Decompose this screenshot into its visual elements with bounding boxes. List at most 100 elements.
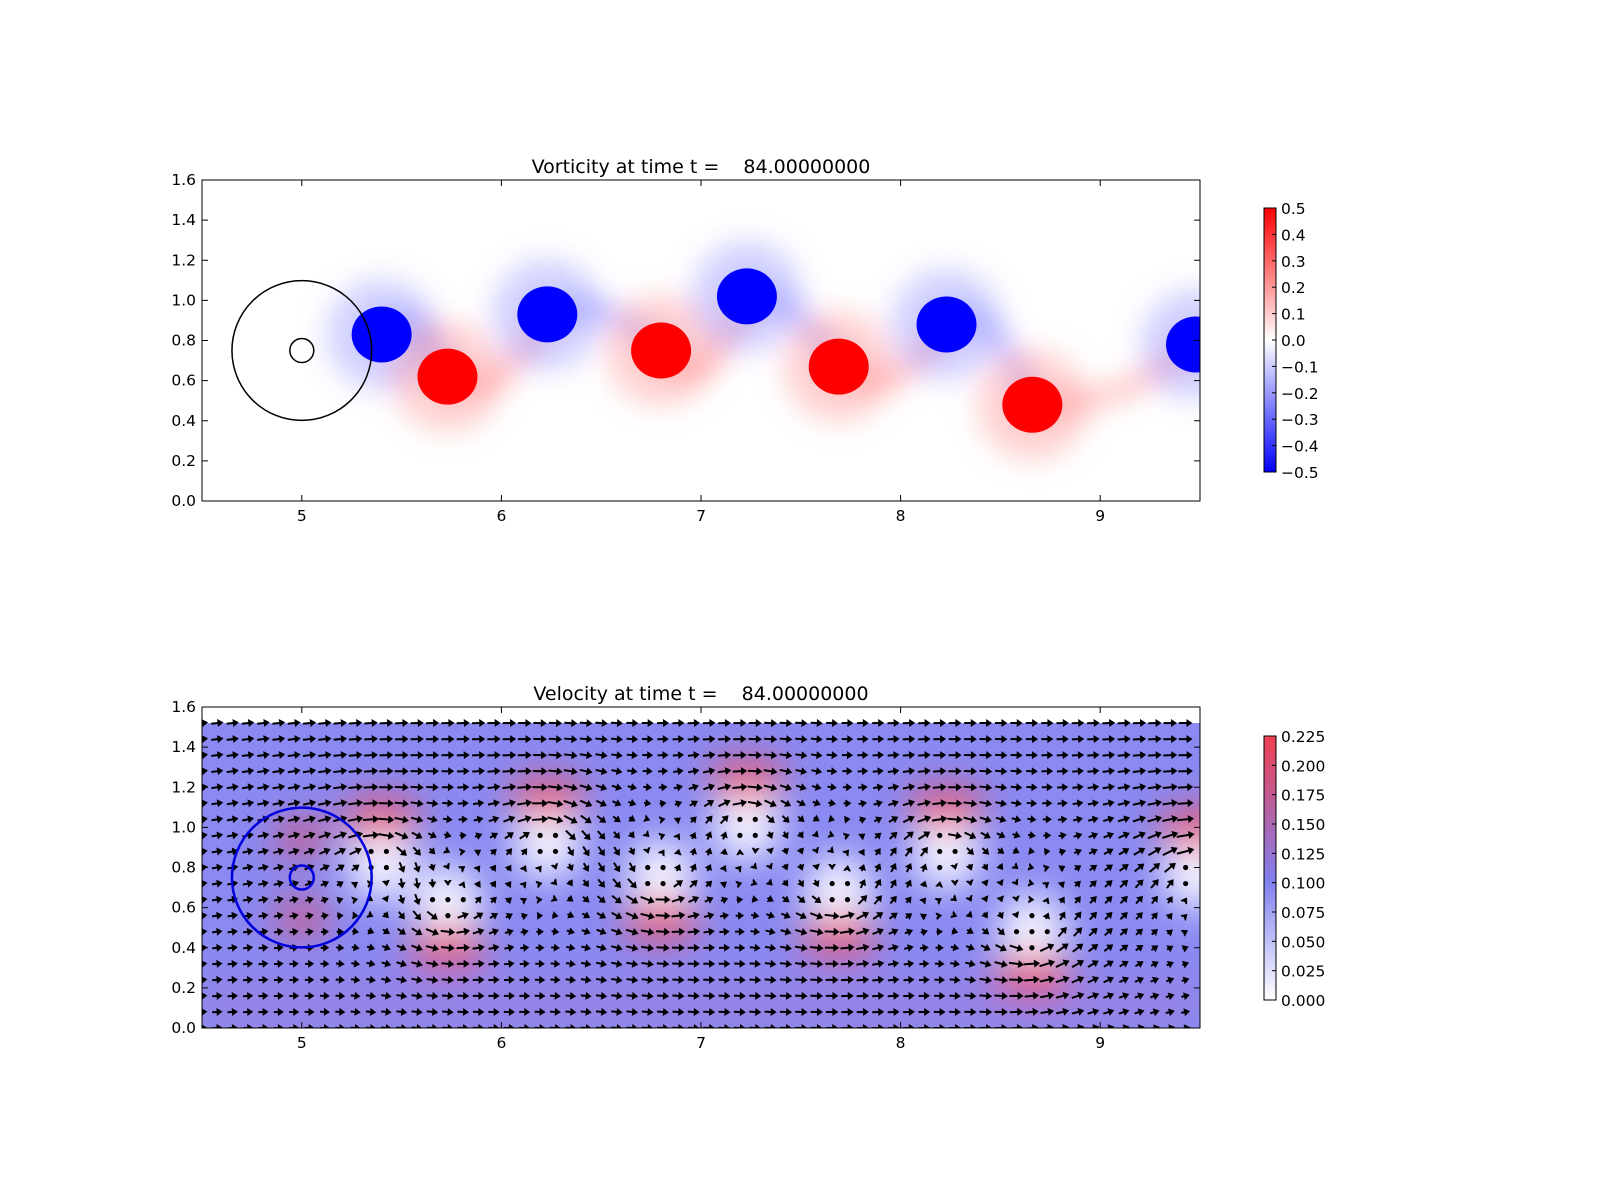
velocity-arrow bbox=[226, 767, 239, 776]
velocity-arrow bbox=[889, 895, 897, 905]
velocity-arrow bbox=[413, 862, 421, 873]
velocity-arrow bbox=[551, 927, 560, 936]
velocity-arrow bbox=[642, 830, 650, 838]
velocity-arrow bbox=[903, 991, 915, 1000]
velocity-arrow bbox=[272, 767, 286, 776]
velocity-arrow bbox=[333, 831, 347, 839]
velocity-arrow bbox=[641, 1007, 654, 1016]
velocity-arrow bbox=[994, 751, 1008, 760]
velocity-colorbar-label: 0.150 bbox=[1281, 816, 1325, 834]
velocity-arrow bbox=[534, 1007, 546, 1016]
velocity-arrow bbox=[795, 912, 807, 920]
velocity-arrow bbox=[795, 975, 808, 984]
velocity-arrow bbox=[809, 912, 824, 920]
velocity-arrow bbox=[904, 896, 912, 904]
velocity-arrow bbox=[472, 799, 485, 808]
velocity-arrow bbox=[202, 783, 208, 792]
velocity-arrow bbox=[443, 879, 452, 887]
velocity-arrow bbox=[505, 848, 513, 856]
velocity-arrow bbox=[781, 879, 789, 887]
velocity-title: Velocity at time t = 84.00000000 bbox=[533, 683, 868, 705]
velocity-arrow bbox=[563, 799, 579, 808]
velocity-arrow bbox=[795, 751, 808, 760]
velocity-arrow bbox=[1089, 911, 1098, 921]
velocity-arrow bbox=[948, 735, 962, 744]
velocity-arrow bbox=[658, 767, 669, 776]
velocity-arrow bbox=[365, 991, 377, 1000]
velocity-arrow bbox=[518, 719, 532, 728]
velocity-arrow bbox=[903, 1024, 915, 1028]
velocity-arrow bbox=[1087, 799, 1099, 808]
velocity-arrow bbox=[949, 975, 961, 984]
velocity-arrow bbox=[1132, 767, 1147, 776]
velocity-arrow bbox=[442, 815, 453, 824]
velocity-y-tick-label: 0.4 bbox=[171, 939, 196, 957]
velocity-arrow bbox=[779, 767, 793, 776]
velocity-arrow bbox=[1103, 944, 1114, 952]
velocity-arrow bbox=[626, 975, 639, 984]
velocity-y-tick-label: 1.2 bbox=[171, 778, 196, 796]
velocity-arrow bbox=[395, 719, 409, 728]
velocity-arrow bbox=[410, 815, 424, 824]
velocity-arrow bbox=[458, 881, 466, 889]
velocity-arrow bbox=[425, 735, 440, 744]
velocity-arrow bbox=[242, 1007, 254, 1016]
velocity-arrow bbox=[565, 975, 577, 984]
velocity-arrow bbox=[720, 896, 729, 905]
velocity-arrow bbox=[472, 959, 485, 968]
velocity-arrow bbox=[779, 783, 792, 792]
velocity-arrow bbox=[456, 943, 470, 952]
velocity-arrow bbox=[641, 959, 654, 968]
velocity-arrow bbox=[888, 928, 899, 936]
velocity-arrow bbox=[765, 878, 773, 886]
velocity-arrow bbox=[552, 832, 559, 839]
velocity-fast-lobe bbox=[341, 795, 422, 840]
velocity-arrow bbox=[702, 719, 716, 728]
velocity-arrow bbox=[489, 864, 497, 872]
velocity-arrow bbox=[319, 864, 330, 872]
velocity-arrow bbox=[595, 991, 608, 1000]
velocity-arrow bbox=[504, 928, 514, 936]
velocity-arrow bbox=[1011, 878, 1019, 886]
velocity-arrow bbox=[1147, 831, 1162, 840]
velocity-arrow bbox=[887, 1007, 900, 1016]
velocity-arrow bbox=[564, 735, 578, 744]
velocity-arrow bbox=[1117, 767, 1131, 776]
velocity-arrow bbox=[381, 879, 390, 887]
velocity-arrow bbox=[395, 735, 409, 744]
velocity-arrow bbox=[751, 895, 759, 903]
velocity-arrow bbox=[1044, 929, 1050, 935]
velocity-arrow bbox=[445, 913, 451, 919]
velocity-arrow bbox=[1073, 896, 1081, 904]
velocity-arrow bbox=[718, 959, 731, 968]
velocity-arrow bbox=[718, 719, 731, 728]
velocity-arrow bbox=[258, 927, 269, 936]
velocity-arrow bbox=[537, 832, 543, 839]
velocity-arrow bbox=[1024, 1007, 1039, 1016]
velocity-arrow bbox=[257, 799, 270, 808]
velocity-arrow bbox=[394, 783, 409, 792]
velocity-arrow bbox=[917, 767, 931, 776]
velocity-arrow bbox=[1147, 847, 1162, 857]
velocity-arrow bbox=[241, 719, 255, 727]
velocity-arrow bbox=[1013, 929, 1020, 935]
negative-vortex bbox=[351, 306, 412, 363]
velocity-arrow bbox=[796, 863, 805, 871]
velocity-arrow bbox=[302, 799, 317, 808]
velocity-arrow bbox=[809, 943, 824, 952]
velocity-arrow bbox=[857, 735, 869, 744]
velocity-arrow bbox=[918, 735, 931, 744]
velocity-arrow bbox=[1180, 897, 1188, 905]
vorticity-y-tick-label: 1.0 bbox=[171, 291, 196, 309]
velocity-arrow bbox=[488, 943, 500, 952]
velocity-arrow bbox=[1087, 719, 1100, 728]
velocity-arrow bbox=[703, 991, 716, 1000]
velocity-arrow bbox=[1150, 945, 1159, 953]
velocity-arrow bbox=[781, 863, 789, 871]
velocity-arrow bbox=[579, 719, 593, 728]
velocity-arrow bbox=[645, 880, 651, 887]
velocity-arrow bbox=[749, 959, 761, 968]
velocity-arrow bbox=[872, 927, 884, 936]
velocity-arrow bbox=[811, 846, 820, 854]
